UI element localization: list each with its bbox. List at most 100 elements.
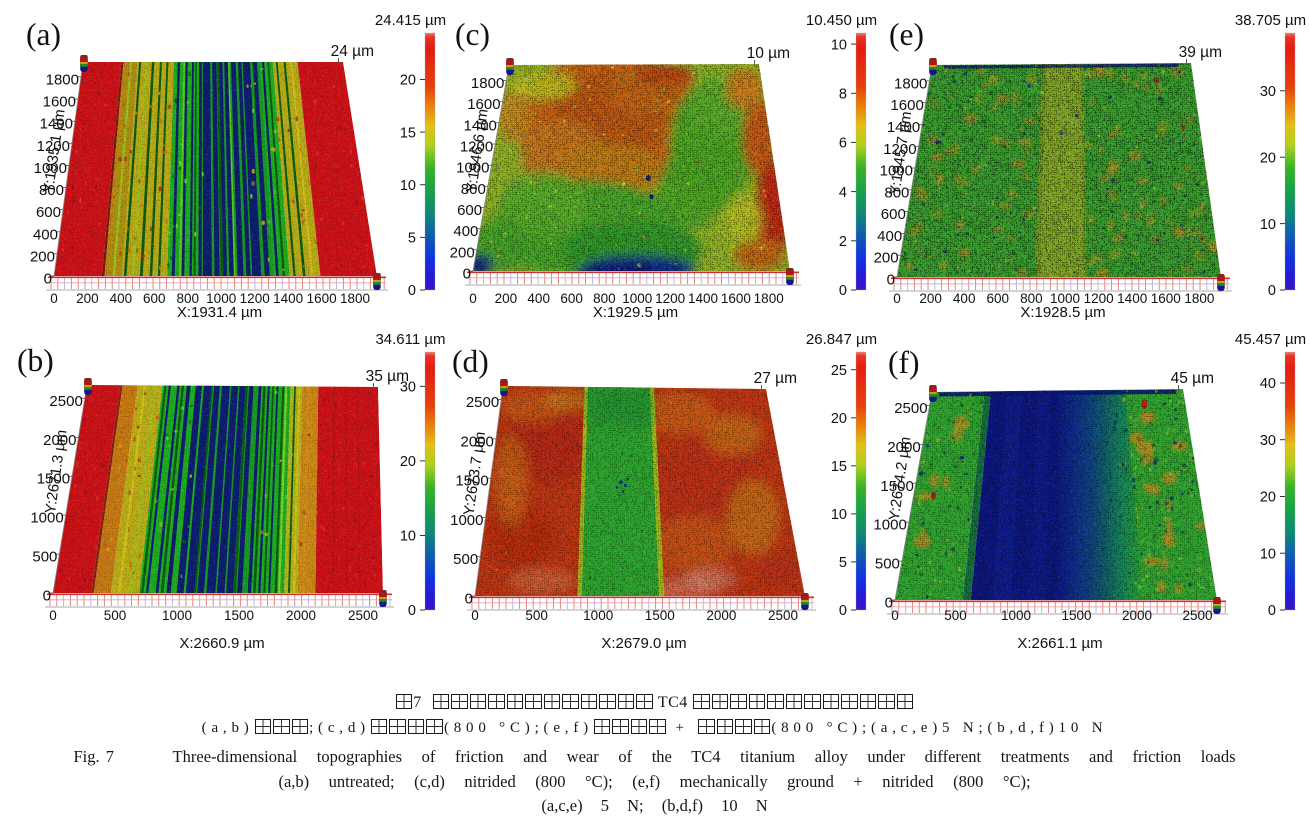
svg-text:1000: 1000 (456, 160, 489, 177)
svg-text:500: 500 (525, 608, 548, 623)
svg-text:X:2679.0 µm: X:2679.0 µm (601, 635, 686, 652)
svg-text:(f): (f) (888, 345, 919, 380)
svg-text:X:1929.5 µm: X:1929.5 µm (593, 304, 678, 321)
svg-text:(d): (d) (452, 344, 489, 379)
svg-text:400: 400 (877, 228, 902, 245)
svg-text:1200: 1200 (1084, 291, 1114, 306)
svg-text:1000: 1000 (622, 291, 652, 306)
svg-text:1600: 1600 (890, 97, 923, 114)
svg-text:1800: 1800 (1184, 291, 1214, 306)
svg-text:35 µm: 35 µm (366, 368, 409, 385)
svg-text:X:2661.1 µm: X:2661.1 µm (1017, 635, 1102, 652)
svg-text:0: 0 (887, 272, 895, 289)
svg-text:800: 800 (177, 291, 200, 306)
svg-text:800: 800 (461, 181, 486, 198)
svg-text:400: 400 (953, 291, 976, 306)
svg-text:0: 0 (839, 603, 847, 619)
svg-text:2000: 2000 (286, 608, 316, 623)
svg-text:0: 0 (1268, 283, 1276, 299)
svg-text:1600: 1600 (307, 291, 337, 306)
svg-text:0: 0 (885, 595, 893, 612)
svg-text:1200: 1200 (460, 139, 493, 156)
svg-text:2500: 2500 (1182, 608, 1212, 623)
svg-text:30: 30 (1260, 433, 1276, 449)
svg-text:200: 200 (30, 248, 55, 265)
svg-text:10: 10 (400, 178, 416, 194)
svg-text:45 µm: 45 µm (1171, 370, 1214, 387)
svg-text:1800: 1800 (340, 291, 370, 306)
svg-text:500: 500 (453, 551, 478, 568)
svg-text:1000: 1000 (162, 608, 192, 623)
svg-text:1200: 1200 (240, 291, 270, 306)
svg-text:0: 0 (891, 608, 899, 623)
svg-text:600: 600 (560, 291, 583, 306)
svg-text:1000: 1000 (30, 510, 63, 527)
svg-text:6: 6 (839, 136, 847, 152)
svg-text:600: 600 (143, 291, 166, 306)
svg-text:1400: 1400 (1117, 291, 1147, 306)
svg-text:1500: 1500 (37, 471, 70, 488)
svg-text:1400: 1400 (273, 291, 303, 306)
svg-text:10.450 µm: 10.450 µm (806, 12, 877, 29)
svg-text:1500: 1500 (880, 478, 913, 495)
svg-text:600: 600 (36, 204, 61, 221)
svg-text:10 µm: 10 µm (747, 45, 790, 62)
svg-text:1200: 1200 (37, 138, 70, 155)
svg-text:1500: 1500 (1061, 608, 1091, 623)
svg-text:1000: 1000 (206, 291, 236, 306)
svg-text:20: 20 (400, 454, 416, 470)
svg-text:X:2660.9 µm: X:2660.9 µm (179, 635, 264, 652)
svg-text:5: 5 (839, 555, 847, 571)
svg-text:10: 10 (1260, 217, 1276, 233)
svg-text:1500: 1500 (455, 473, 488, 490)
svg-text:2500: 2500 (894, 400, 927, 417)
svg-text:800: 800 (884, 184, 909, 201)
svg-text:1600: 1600 (43, 94, 76, 111)
svg-text:24 µm: 24 µm (331, 43, 374, 60)
svg-text:1600: 1600 (467, 96, 500, 113)
svg-text:0: 0 (839, 283, 847, 299)
svg-text:1400: 1400 (40, 116, 73, 133)
svg-text:2000: 2000 (1122, 608, 1152, 623)
svg-text:1800: 1800 (894, 75, 927, 92)
svg-text:1800: 1800 (471, 75, 504, 92)
svg-text:1000: 1000 (583, 608, 613, 623)
svg-text:45.457 µm: 45.457 µm (1235, 331, 1306, 348)
svg-text:2000: 2000 (887, 439, 920, 456)
svg-text:500: 500 (104, 608, 127, 623)
svg-text:200: 200 (874, 250, 899, 267)
svg-text:2500: 2500 (466, 394, 499, 411)
svg-text:2000: 2000 (43, 432, 76, 449)
svg-text:2: 2 (839, 234, 847, 250)
svg-text:800: 800 (593, 291, 616, 306)
svg-text:1400: 1400 (464, 117, 497, 134)
svg-text:39 µm: 39 µm (1179, 44, 1222, 61)
svg-text:2000: 2000 (706, 608, 736, 623)
svg-text:34.611 µm: 34.611 µm (375, 331, 445, 348)
svg-text:0: 0 (893, 291, 901, 306)
svg-text:0: 0 (44, 271, 52, 288)
svg-text:1200: 1200 (655, 291, 685, 306)
svg-text:800: 800 (1020, 291, 1043, 306)
svg-text:1000: 1000 (880, 163, 913, 180)
svg-text:27 µm: 27 µm (754, 370, 797, 387)
svg-text:400: 400 (33, 226, 58, 243)
svg-text:10: 10 (400, 529, 416, 545)
svg-text:1400: 1400 (887, 119, 920, 136)
svg-text:0: 0 (43, 588, 51, 605)
svg-text:0: 0 (408, 283, 416, 299)
svg-text:15: 15 (400, 125, 416, 141)
svg-text:2000: 2000 (461, 433, 494, 450)
svg-text:38.705 µm: 38.705 µm (1235, 12, 1306, 29)
svg-text:8: 8 (839, 87, 847, 103)
svg-text:0: 0 (465, 591, 473, 608)
svg-text:(e): (e) (889, 17, 924, 52)
svg-text:600: 600 (457, 202, 482, 219)
svg-text:(c): (c) (455, 17, 490, 52)
svg-text:2500: 2500 (768, 608, 798, 623)
svg-text:4: 4 (839, 185, 847, 201)
svg-text:2500: 2500 (348, 608, 378, 623)
svg-text:25: 25 (831, 363, 847, 379)
svg-text:5: 5 (408, 231, 416, 247)
svg-text:600: 600 (987, 291, 1010, 306)
